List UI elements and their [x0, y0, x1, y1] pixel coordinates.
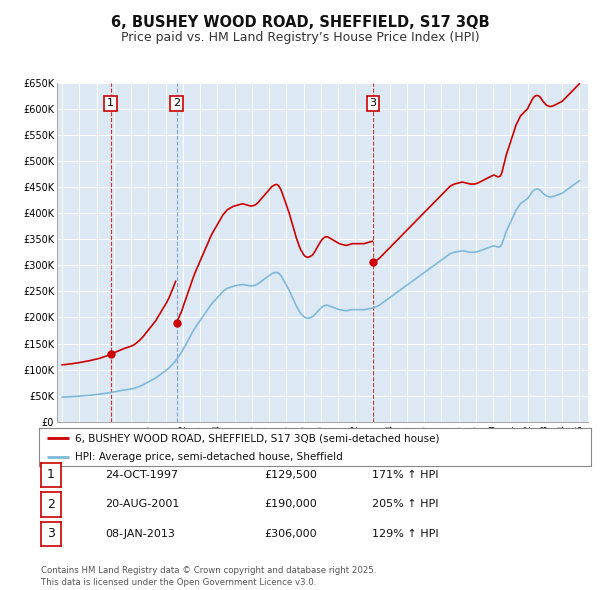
Text: 6, BUSHEY WOOD ROAD, SHEFFIELD, S17 3QB (semi-detached house): 6, BUSHEY WOOD ROAD, SHEFFIELD, S17 3QB … — [75, 434, 439, 444]
Text: Contains HM Land Registry data © Crown copyright and database right 2025.
This d: Contains HM Land Registry data © Crown c… — [41, 566, 376, 587]
Text: 2: 2 — [47, 498, 55, 511]
Text: 08-JAN-2013: 08-JAN-2013 — [105, 529, 175, 539]
Text: 6, BUSHEY WOOD ROAD, SHEFFIELD, S17 3QB: 6, BUSHEY WOOD ROAD, SHEFFIELD, S17 3QB — [110, 15, 490, 30]
Text: 2: 2 — [173, 99, 180, 109]
Text: 171% ↑ HPI: 171% ↑ HPI — [372, 470, 439, 480]
Text: Price paid vs. HM Land Registry’s House Price Index (HPI): Price paid vs. HM Land Registry’s House … — [121, 31, 479, 44]
Text: 129% ↑ HPI: 129% ↑ HPI — [372, 529, 439, 539]
Text: £306,000: £306,000 — [264, 529, 317, 539]
Text: 24-OCT-1997: 24-OCT-1997 — [105, 470, 178, 480]
Text: 205% ↑ HPI: 205% ↑ HPI — [372, 500, 439, 509]
Text: HPI: Average price, semi-detached house, Sheffield: HPI: Average price, semi-detached house,… — [75, 451, 343, 461]
Text: £129,500: £129,500 — [264, 470, 317, 480]
Text: 3: 3 — [47, 527, 55, 540]
Text: 20-AUG-2001: 20-AUG-2001 — [105, 500, 179, 509]
Text: 3: 3 — [370, 99, 376, 109]
Text: 1: 1 — [107, 99, 114, 109]
Text: £190,000: £190,000 — [264, 500, 317, 509]
Text: 1: 1 — [47, 468, 55, 481]
